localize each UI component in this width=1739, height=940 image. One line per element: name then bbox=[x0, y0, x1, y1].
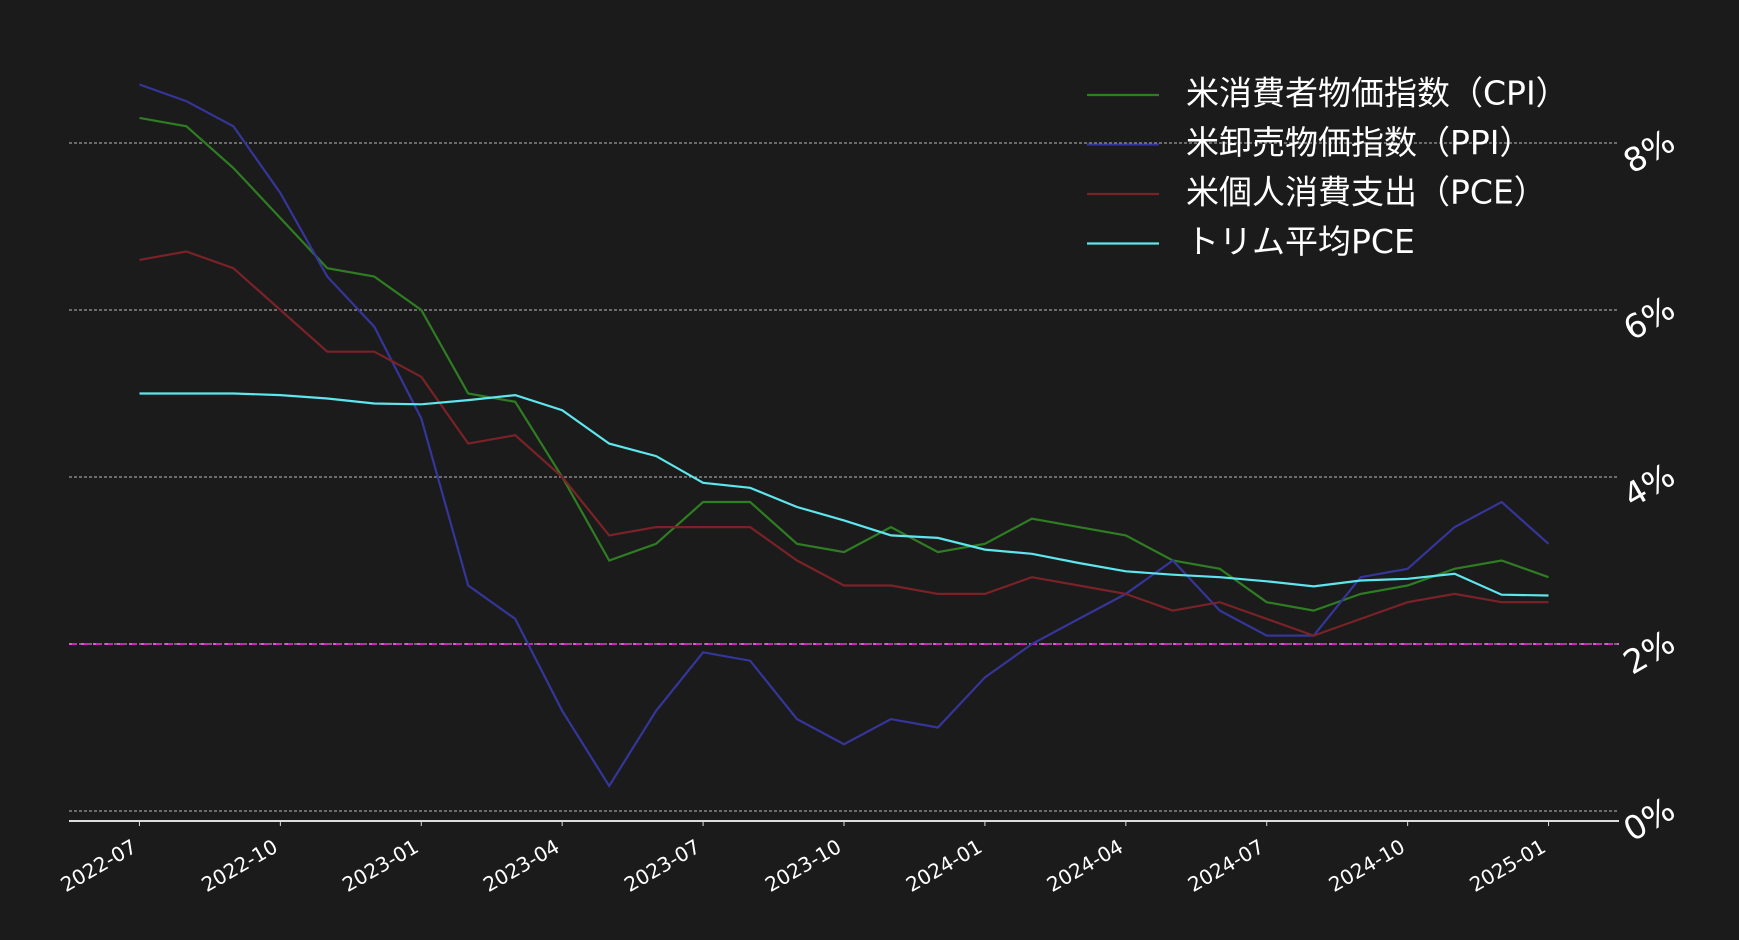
x-tick-label: 2024-01 bbox=[902, 834, 986, 897]
x-tick-label: 2025-01 bbox=[1465, 834, 1549, 897]
x-tick-label: 2023-04 bbox=[479, 834, 563, 897]
x-tick-label: 2023-01 bbox=[338, 834, 422, 897]
legend-label: 米卸売物価指数（PPI） bbox=[1186, 123, 1533, 162]
y-tick-label: 0% bbox=[1617, 789, 1682, 849]
y-tick-label: 8% bbox=[1617, 121, 1682, 181]
x-tick-label: 2023-10 bbox=[761, 834, 845, 897]
y-tick-label: 6% bbox=[1617, 288, 1682, 348]
series-line bbox=[139, 116, 1549, 612]
y-tick-label: 4% bbox=[1617, 455, 1682, 515]
x-tick-label: 2024-10 bbox=[1325, 834, 1409, 897]
series-line bbox=[139, 250, 1549, 637]
legend-label: 米消費者物価指数（CPI） bbox=[1186, 74, 1569, 113]
x-tick-label: 2024-07 bbox=[1184, 834, 1268, 897]
legend: 米消費者物価指数（CPI） 米卸売物価指数（PPI） 米個人消費支出（PCE） トリム… bbox=[1087, 74, 1569, 261]
legend-label: トリム平均PCE bbox=[1186, 222, 1415, 261]
x-tick-label: 2022-07 bbox=[56, 834, 140, 897]
legend-label: 米個人消費支出（PCE） bbox=[1186, 173, 1547, 212]
x-tick-label: 2024-04 bbox=[1043, 834, 1127, 897]
series-line bbox=[139, 392, 1549, 597]
x-tick-label: 2023-07 bbox=[620, 834, 704, 897]
x-tick-label: 2022-10 bbox=[197, 834, 281, 897]
y-tick-label: 2% bbox=[1617, 622, 1682, 682]
